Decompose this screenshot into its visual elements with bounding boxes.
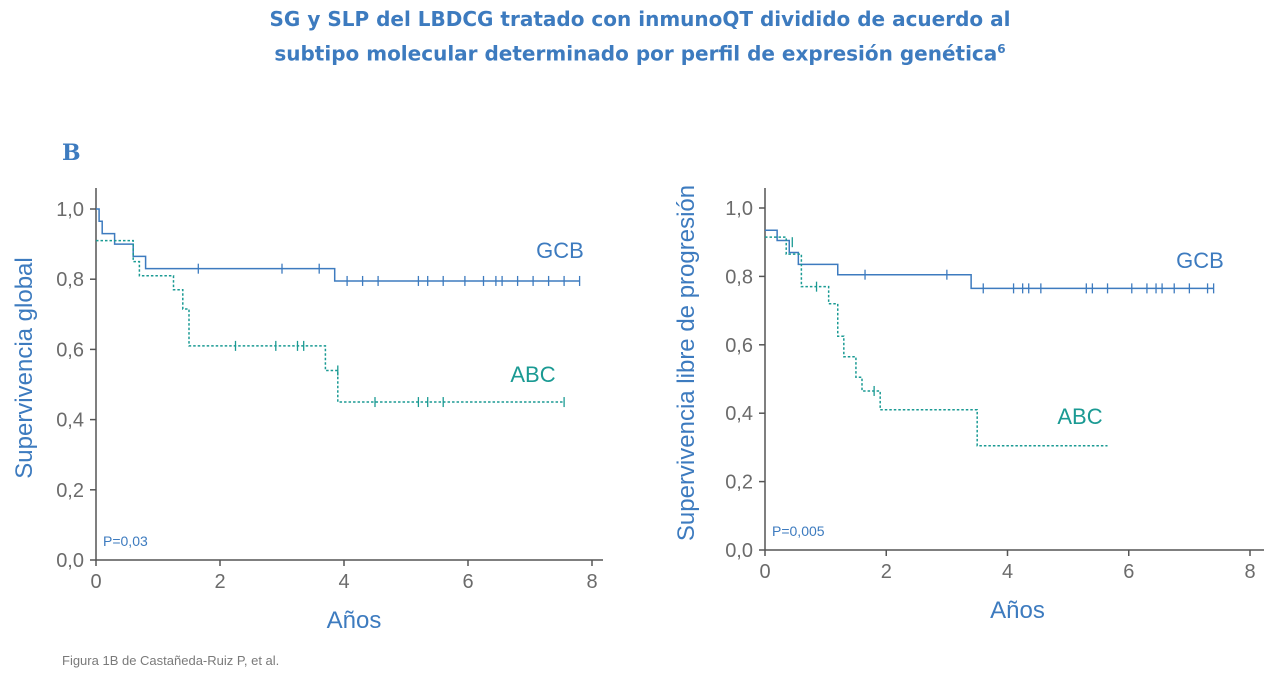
figure-title: SG y SLP del LBDCG tratado con inmunoQT … <box>0 4 1280 69</box>
survival-chart-overall: 0 2 4 6 8 0,0 0,2 0,4 0,6 0,8 1,0 Años Supervivencia… <box>11 188 603 634</box>
y-tick-label: 0,0 <box>56 550 84 572</box>
x-tick-label: 8 <box>586 571 597 593</box>
y-axis-title: Supervivencia global <box>11 257 38 478</box>
abc-series-label: ABC <box>1057 404 1102 429</box>
y-tick-label: 0,8 <box>56 269 84 291</box>
gcb-series-label: GCB <box>1176 248 1224 273</box>
y-tick-label: 0,4 <box>725 403 753 425</box>
abc-survival-curve <box>765 236 1108 447</box>
gcb-series-label: GCB <box>536 238 584 263</box>
y-tick-label: 0,6 <box>725 335 753 357</box>
survival-chart-progression-free: 0 2 4 6 8 0,0 0,2 0,4 0,6 0,8 1,0 Años Supervivencia… <box>673 185 1264 624</box>
x-tick-label: 6 <box>1123 561 1134 583</box>
title-line-1: SG y SLP del LBDCG tratado con inmunoQT … <box>269 7 1011 31</box>
y-tick-label: 0,2 <box>56 480 84 502</box>
p-value-annotation: P=0,03 <box>103 533 148 549</box>
x-tick-label: 2 <box>214 571 225 593</box>
x-tick-label: 2 <box>881 561 892 583</box>
y-tick-label: 0,2 <box>725 472 753 494</box>
x-axis-title: Años <box>327 607 382 634</box>
abc-survival-curve <box>96 239 565 403</box>
x-tick-label: 0 <box>759 561 770 583</box>
x-tick-label: 6 <box>462 571 473 593</box>
title-line-2: subtipo molecular determinado por perfil… <box>0 34 1280 69</box>
y-tick-label: 0,8 <box>725 266 753 288</box>
y-tick-label: 0,0 <box>725 540 753 562</box>
y-tick-label: 0,6 <box>56 339 84 361</box>
x-axis-title: Años <box>990 597 1045 624</box>
x-tick-label: 4 <box>338 571 349 593</box>
gcb-survival-curve <box>96 208 580 282</box>
x-tick-label: 4 <box>1002 561 1013 583</box>
title-line-2-text: subtipo molecular determinado por perfil… <box>274 41 998 66</box>
p-value-annotation: P=0,005 <box>772 523 825 539</box>
y-tick-label: 1,0 <box>725 198 753 220</box>
abc-series-label: ABC <box>510 362 555 387</box>
y-axis-title: Supervivencia libre de progresión <box>673 185 700 541</box>
y-tick-label: 0,4 <box>56 410 84 432</box>
x-tick-label: 0 <box>90 571 101 593</box>
y-tick-label: 1,0 <box>56 199 84 221</box>
figure-caption: Figura 1B de Castañeda-Ruiz P, et al. <box>62 653 280 668</box>
panel-letter: B <box>62 140 81 166</box>
x-tick-label: 8 <box>1244 561 1255 583</box>
gcb-survival-curve <box>765 229 1214 290</box>
title-superscript: 6 <box>997 42 1006 56</box>
